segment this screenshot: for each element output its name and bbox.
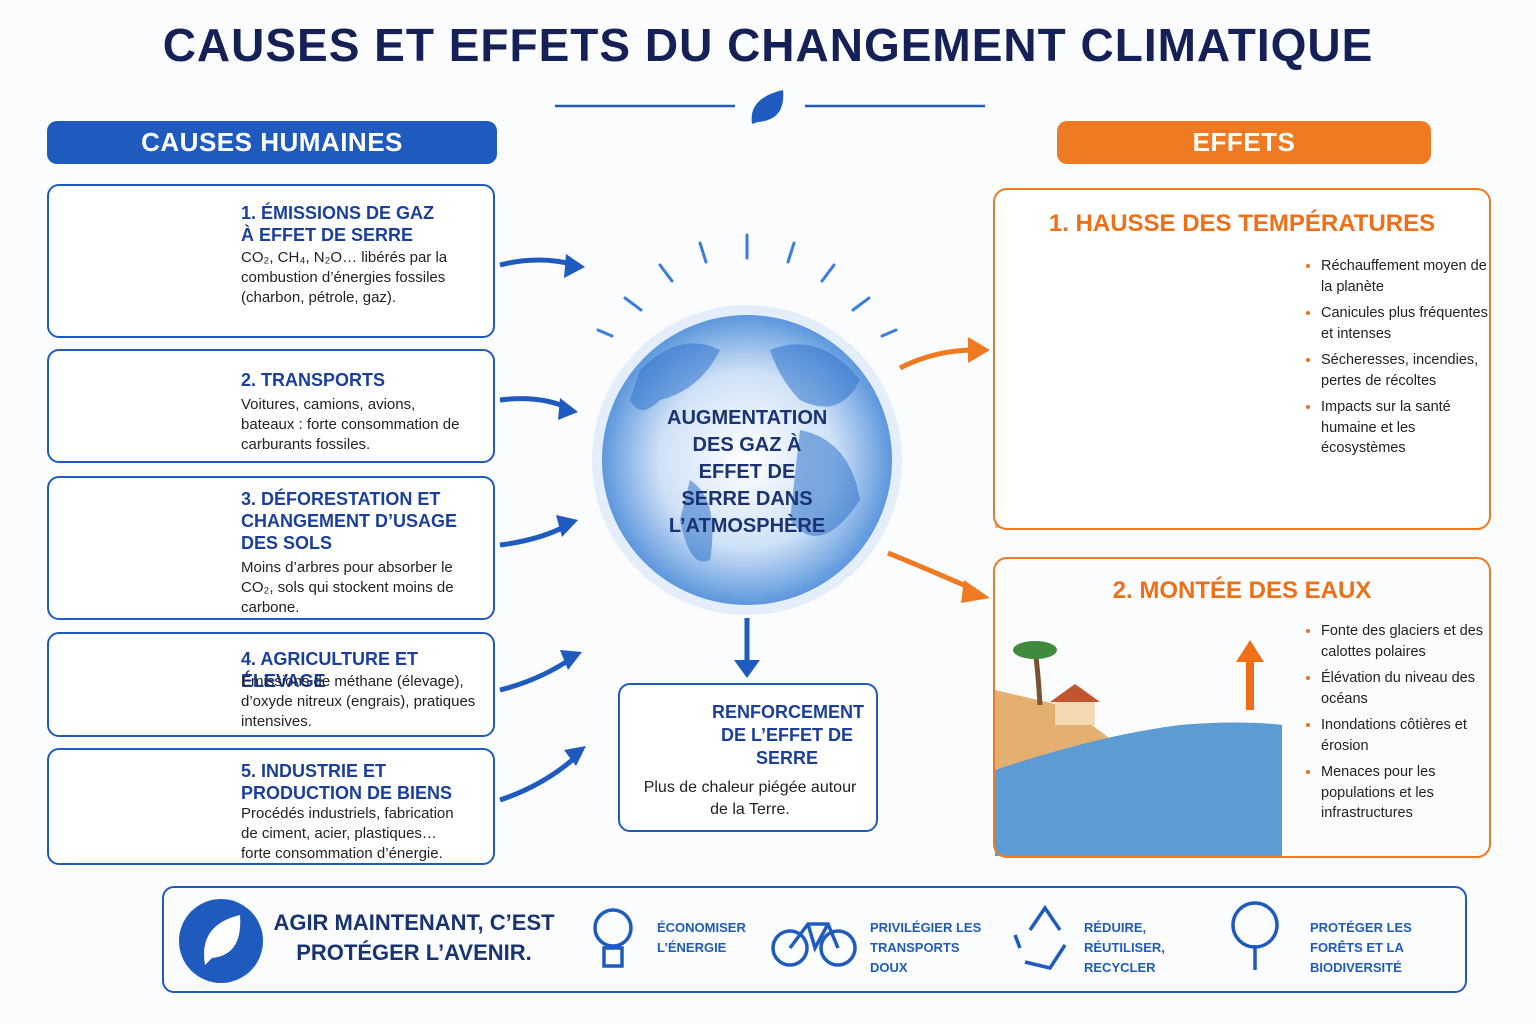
action: PRIVILÉGIER LES TRANSPORTS DOUX — [870, 920, 982, 975]
cause-card: 3. DÉFORESTATION ET CHANGEMENT D’USAGE D… — [47, 476, 495, 620]
cause-text: Moins d’arbres pour absorber le CO₂, sol… — [241, 559, 454, 616]
effect-bullets: Fonte des glaciers et des calottes polai… — [1295, 621, 1489, 830]
cause-card: 5. INDUSTRIE ET PRODUCTION DE BIENS Proc… — [47, 748, 495, 865]
cause-title: 4. AGRICULTURE ET ÉLEVAGE — [241, 649, 419, 691]
cause-title: 5. INDUSTRIE ET PRODUCTION DE BIENS — [241, 761, 453, 803]
title: CAUSES ET EFFETS DU CHANGEMENT CLIMATIQU… — [162, 19, 1374, 71]
result-title: RENFORCEMENT DE L’EFFET DE SERRE — [712, 702, 864, 768]
bullet: Fonte des glaciers et des calottes polai… — [1321, 621, 1489, 662]
cause-card: 4. AGRICULTURE ET ÉLEVAGE Émissions de m… — [47, 632, 495, 737]
effects-heading: EFFETS — [1057, 121, 1431, 164]
cause-text: Procédés industriels, fabrication de cim… — [241, 805, 454, 862]
action: RÉDUIRE, RÉUTILISER, RECYCLER — [1084, 920, 1165, 975]
bullet: Canicules plus fréquentes et intenses — [1321, 303, 1489, 344]
cause-card: 1. ÉMISSIONS DE GAZ À EFFET DE SERRE CO₂… — [47, 184, 495, 338]
effect-bullets: Réchauffement moyen de la planète Canicu… — [1295, 256, 1489, 465]
bullet: Réchauffement moyen de la planète — [1321, 256, 1489, 297]
globe-label: AUGMENTATION DES GAZ À EFFET DE SERRE DA… — [667, 407, 828, 537]
effect-card: 2. MONTÉE DES EAUX Fonte des glaciers et… — [993, 557, 1491, 858]
effect-card: 1. HAUSSE DES TEMPÉRATURES Réchauffement… — [993, 188, 1491, 530]
effect-title: 2. MONTÉE DES EAUX — [1112, 577, 1372, 604]
bullet: Élévation du niveau des océans — [1321, 668, 1489, 709]
bullet: Inondations côtières et érosion — [1321, 715, 1489, 756]
cause-title: 3. DÉFORESTATION ET CHANGEMENT D’USAGE D… — [241, 489, 458, 553]
cause-card: 2. TRANSPORTS Voitures, camions, avions,… — [47, 349, 495, 463]
bullet: Impacts sur la santé humaine et les écos… — [1321, 397, 1489, 459]
footer: AGIR MAINTENANT, C’EST PROTÉGER L’AVENIR… — [162, 886, 1467, 993]
action: ÉCONOMISER L’ÉNERGIE — [657, 920, 746, 955]
result-text: Plus de chaleur piégée autour de la Terr… — [643, 779, 857, 818]
cause-text: CO₂, CH₄, N₂O… libérés par la combustion… — [241, 249, 448, 306]
bullet: Sécheresses, incendies, pertes de récolt… — [1321, 350, 1489, 391]
action: PROTÉGER LES FORÊTS ET LA BIODIVERSITÉ — [1310, 920, 1412, 975]
cause-title: 1. ÉMISSIONS DE GAZ À EFFET DE SERRE — [241, 203, 435, 245]
cause-text: Émissions de méthane (élevage), d’oxyde … — [241, 673, 476, 730]
cause-title: 2. TRANSPORTS — [241, 370, 386, 390]
effect-title: 1. HAUSSE DES TEMPÉRATURES — [1048, 210, 1436, 237]
cause-text: Voitures, camions, avions, bateaux : for… — [241, 396, 460, 453]
bullet: Menaces pour les populations et les infr… — [1321, 762, 1489, 824]
result-card: RENFORCEMENT DE L’EFFET DE SERRE Plus de… — [618, 683, 878, 832]
causes-heading: CAUSES HUMAINES — [47, 121, 497, 164]
slogan: AGIR MAINTENANT, C’EST PROTÉGER L’AVENIR… — [273, 910, 555, 965]
